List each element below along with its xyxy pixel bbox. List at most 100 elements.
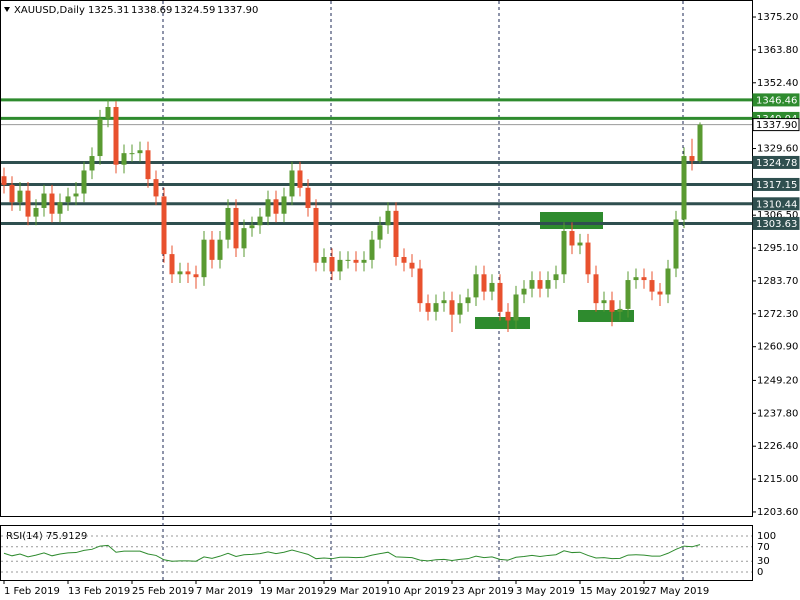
candle-body [121, 153, 127, 165]
y-tick-label: 1306.50 [757, 210, 798, 221]
candle-body [521, 288, 527, 295]
candle-body [153, 179, 159, 197]
candle-body [233, 207, 239, 249]
zone-box [475, 317, 530, 329]
candle-body [657, 291, 663, 295]
y-tick-label: 1352.40 [757, 78, 798, 89]
ohlc-label: 1338.69 [131, 5, 172, 16]
y-tick-label: 1260.90 [757, 342, 798, 353]
candle-body [201, 239, 207, 278]
candle-body [169, 254, 175, 275]
level-label-box [752, 216, 800, 230]
candle-body [57, 202, 63, 214]
y-tick-label: 1237.80 [757, 408, 798, 419]
candle-body [577, 242, 583, 246]
candle-body [561, 231, 567, 275]
candle-body [137, 150, 143, 154]
y-tick-label: 1272.30 [757, 309, 798, 320]
level-label-box [752, 177, 800, 191]
x-tick-label: 10 Apr 2019 [388, 586, 450, 597]
candle-body [649, 280, 655, 292]
x-tick-label: 27 May 2019 [644, 586, 709, 597]
symbol-title: XAUUSD,Daily [14, 5, 85, 16]
candle-body [25, 190, 31, 217]
candle-body [625, 280, 631, 309]
level-label: 1310.44 [756, 199, 797, 210]
candle-body [369, 239, 375, 260]
candle-body [33, 207, 39, 217]
candle-body [265, 199, 271, 217]
x-tick-label: 19 Mar 2019 [260, 586, 323, 597]
candle-body [529, 280, 535, 289]
candle-body [49, 193, 55, 214]
candle-body [353, 259, 359, 263]
level-label: 1337.90 [756, 120, 797, 131]
candle-body [1, 176, 7, 185]
candle-body [241, 228, 247, 249]
rsi-line [3, 544, 701, 562]
candle-body [513, 294, 519, 321]
candle-body [433, 303, 439, 312]
rsi-panel [0, 525, 753, 581]
candle-body [545, 280, 551, 289]
candle-body [489, 282, 495, 292]
zone-box [578, 310, 634, 322]
x-tick-label: 25 Feb 2019 [132, 586, 194, 597]
y-tick-label: 1249.20 [757, 375, 798, 386]
candle-body [161, 196, 167, 255]
candle-body [129, 153, 135, 155]
candle-body [473, 274, 479, 298]
candle-body [305, 187, 311, 208]
candle-body [337, 259, 343, 272]
candle-body [673, 219, 679, 269]
candle-body [297, 170, 303, 188]
candle-body [617, 308, 623, 312]
candle-body [601, 300, 607, 304]
y-tick-label: 1375.20 [757, 12, 798, 23]
candle-body [505, 311, 511, 321]
candle-body [225, 207, 231, 240]
candle-body [81, 170, 87, 194]
candle-body [689, 156, 695, 161]
candle-body [105, 107, 111, 119]
candle-body [97, 118, 103, 157]
candle-body [185, 271, 191, 275]
candle-body [497, 282, 503, 312]
candle-body [465, 297, 471, 304]
level-label-box [752, 118, 800, 132]
x-tick-label: 29 Mar 2019 [324, 586, 387, 597]
level-label: 1317.15 [756, 180, 797, 191]
x-tick-label: 7 Mar 2019 [196, 586, 253, 597]
candle-body [289, 170, 295, 197]
ohlc-label: 1324.59 [174, 5, 215, 16]
candle-body [553, 274, 559, 281]
y-tick-label: 1226.40 [757, 441, 798, 452]
candle-body [609, 300, 615, 312]
candle-body [281, 196, 287, 214]
candle-body [537, 280, 543, 289]
main-panel [0, 0, 753, 517]
candle-body [193, 274, 199, 278]
candle-body [321, 256, 327, 263]
menu-icon [4, 7, 10, 12]
rsi-tick-label: 0 [757, 567, 763, 578]
x-tick-label: 3 May 2019 [516, 586, 575, 597]
candle-body [585, 242, 591, 275]
candle-body [17, 190, 23, 203]
candle-body [41, 193, 47, 208]
candle-body [665, 268, 671, 295]
rsi-tick-label: 100 [757, 531, 776, 542]
candle-body [361, 259, 367, 263]
candle-body [177, 271, 183, 275]
candle-body [329, 256, 335, 272]
candle-body [217, 239, 223, 260]
level-label-box [752, 155, 800, 169]
y-tick-label: 1329.60 [757, 144, 798, 155]
candle-body [641, 277, 647, 281]
x-tick-label: 23 Apr 2019 [452, 586, 514, 597]
y-tick-label: 1215.00 [757, 474, 798, 485]
ohlc-label: 1325.31 [88, 5, 129, 16]
candle-body [209, 239, 215, 260]
